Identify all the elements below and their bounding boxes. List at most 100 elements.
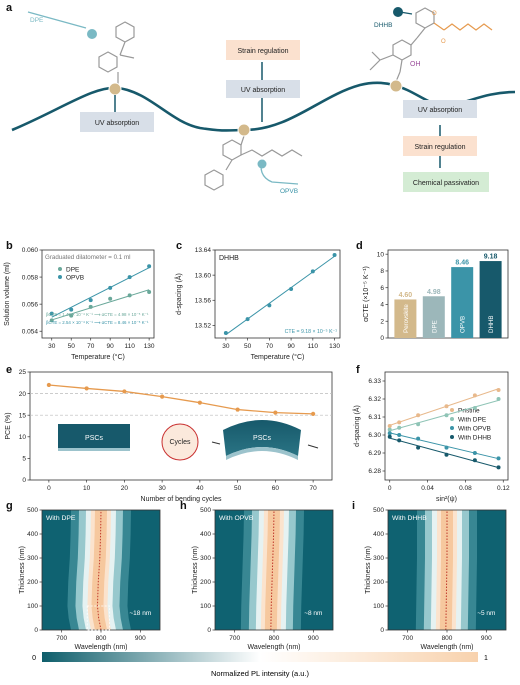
y-tick-label: 500 <box>27 507 38 514</box>
shift-region-box <box>86 605 111 631</box>
panel-label-e: e <box>6 364 13 376</box>
x-tick-label: 50 <box>68 343 76 350</box>
y-tick-label: 0 <box>380 627 384 634</box>
x-tick-label: 130 <box>144 343 155 350</box>
colorbar-gradient <box>42 652 478 662</box>
box-strain-regulation-2-label: Strain regulation <box>415 144 466 151</box>
x-tick-label: 0 <box>388 485 392 492</box>
y-tick-label: 6.31 <box>368 414 381 421</box>
opvb-molecule <box>204 135 303 191</box>
inset-arrow-left <box>211 441 221 445</box>
data-point <box>444 404 449 409</box>
y-axis-label: αCTE (×10⁻⁵ K⁻¹) <box>363 266 370 322</box>
y-tick-label: 500 <box>373 507 384 514</box>
x-tick-label: 0.08 <box>459 485 472 492</box>
inset-flat-film <box>58 424 130 448</box>
box-uv-absorption-1-label: UV absorption <box>95 120 139 127</box>
x-axis-label: Wavelength (nm) <box>420 644 473 651</box>
svg-text:O: O <box>441 39 446 45</box>
y-tick-label: 400 <box>373 531 384 538</box>
data-point-opvb <box>88 298 93 303</box>
inset-cycles-circle <box>161 423 199 461</box>
x-tick-label: 0.04 <box>421 485 434 492</box>
bar-category-label: OPVB <box>460 316 467 333</box>
y-tick-label: 13.60 <box>195 272 212 279</box>
fit-line <box>389 388 499 426</box>
data-point <box>397 425 402 430</box>
data-point <box>46 382 51 388</box>
panel-label-i: i <box>352 500 356 512</box>
chart-d-cte-bars: 0 2 4 6 8 10 αCTE (×10⁻⁵ K⁻¹) 4.60 Perovskite 4.9… <box>363 249 509 342</box>
data-point-opvb <box>49 311 54 316</box>
legend-marker <box>450 426 454 430</box>
data-point-opvb <box>127 275 132 280</box>
y-tick-label: 300 <box>373 555 384 562</box>
inset-arrow-right <box>307 444 319 449</box>
x-tick-label: 50 <box>234 485 242 492</box>
y-tick-label: 6 <box>380 285 384 292</box>
legend-entry: With DHHB <box>458 435 491 442</box>
x-tick-label: 40 <box>196 485 204 492</box>
bar-value-label: 8.46 <box>455 260 469 267</box>
x-axis-label: Wavelength (nm) <box>247 644 300 651</box>
data-point <box>472 451 477 455</box>
plot-frame <box>41 249 155 339</box>
x-tick-label: 0 <box>47 485 51 492</box>
fit-line <box>51 267 150 318</box>
data-point <box>444 452 449 457</box>
bar-category-label: DHHB <box>488 315 495 333</box>
x-tick-label: 10 <box>83 485 91 492</box>
y-tick-label: 8 <box>380 268 384 275</box>
y-tick-label: 100 <box>200 603 211 610</box>
data-point-dpe <box>127 293 132 298</box>
box-strain-regulation-2 <box>403 136 477 156</box>
data-point <box>496 397 501 401</box>
y-tick-label: 6.30 <box>368 432 381 439</box>
peak-shift-label: ~18 nm <box>129 610 151 617</box>
chart-b-solution-volume: 30 50 70 90 110 130 0.054 0.056 0.058 0.060 Temper… <box>4 247 155 361</box>
data-point <box>310 269 315 274</box>
x-tick-label: 700 <box>402 635 413 642</box>
data-point <box>160 394 165 399</box>
x-tick-label: 30 <box>48 343 56 350</box>
chart-title: With DHHB <box>392 515 427 522</box>
data-point-dpe <box>69 313 74 318</box>
chart-title: DHHB <box>219 255 239 262</box>
opvb-label: OPVB <box>280 188 298 195</box>
plot-frame <box>387 249 509 339</box>
data-point-dpe <box>147 289 152 294</box>
y-axis-label: d-spacing (Å) <box>174 273 183 315</box>
legend-entry: With OPVB <box>458 426 491 433</box>
data-point <box>444 413 449 418</box>
y-tick-label: 200 <box>27 579 38 586</box>
peak-center-line <box>96 509 102 631</box>
y-tick-label: 300 <box>200 555 211 562</box>
y-axis-label: Thickness (nm) <box>192 546 199 594</box>
x-axis-label: Number of bending cycles <box>141 496 222 503</box>
x-tick-label: 900 <box>308 635 319 642</box>
bar-value-label: 4.60 <box>399 292 413 299</box>
y-tick-label: 400 <box>27 531 38 538</box>
y-tick-label: 200 <box>200 579 211 586</box>
panel-label-g: g <box>6 500 13 512</box>
x-tick-label: 70 <box>310 485 318 492</box>
x-tick-label: 30 <box>159 485 167 492</box>
dhhb-molecule <box>369 7 435 73</box>
bar-dhhb <box>479 261 502 338</box>
data-point <box>416 445 421 450</box>
chart-i-pl-heatmap-dhhb: 700 800 900 0 100 200 300 400 500 Wavelength (nm)… <box>365 507 507 651</box>
legend-marker <box>450 408 454 412</box>
box-uv-absorption-3 <box>403 100 477 118</box>
legend-entry: DPE <box>66 267 80 274</box>
chart-f-strain-sin2psi: 0 0.04 0.08 0.12 6.28 6.29 6.30 6.31 6.32 6.33 sin… <box>352 371 510 503</box>
bar-value-label: 9.18 <box>484 254 498 261</box>
data-point <box>416 422 421 427</box>
data-point <box>397 433 402 437</box>
bar-category-label: DPE <box>431 320 438 333</box>
data-point-opvb <box>69 307 74 312</box>
x-tick-label: 700 <box>229 635 240 642</box>
data-point <box>472 393 477 398</box>
panel-label-c: c <box>176 240 183 252</box>
data-point <box>311 411 316 417</box>
x-tick-label: 900 <box>135 635 146 642</box>
